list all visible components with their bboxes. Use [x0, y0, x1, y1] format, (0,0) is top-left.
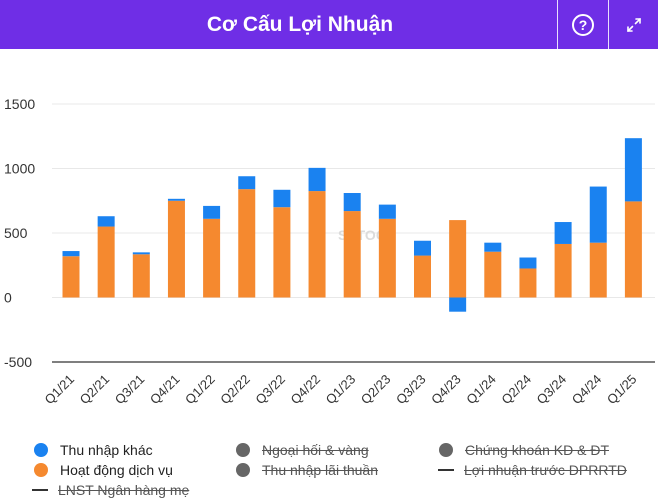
- x-tick-label: Q4/22: [288, 372, 324, 408]
- legend-label: Ngoại hối & vàng: [262, 442, 369, 458]
- x-tick-label: Q2/21: [77, 372, 113, 408]
- x-tick-label: Q1/24: [463, 372, 499, 408]
- bar-thu-nhap-khac: [62, 251, 80, 257]
- legend-line-icon: [32, 489, 48, 491]
- x-tick-label: Q3/24: [534, 372, 570, 408]
- bar-thu-nhap-khac: [132, 252, 150, 255]
- bar-hoat-dong-dich-vu: [203, 218, 221, 298]
- bar-hoat-dong-dich-vu: [343, 211, 361, 298]
- legend-line-icon: [438, 469, 454, 471]
- bar-thu-nhap-khac: [554, 222, 572, 244]
- bar-hoat-dong-dich-vu: [62, 256, 80, 298]
- bar-thu-nhap-khac: [308, 167, 326, 192]
- bar-thu-nhap-khac: [378, 204, 396, 219]
- bar-thu-nhap-khac: [484, 242, 502, 252]
- bar-thu-nhap-khac: [203, 205, 221, 219]
- legend-item-loi-nhuan-truoc-dprrtd[interactable]: Lợi nhuận trước DPRRTD: [438, 461, 627, 479]
- bar-hoat-dong-dich-vu: [132, 254, 150, 298]
- y-tick-label: 0: [4, 290, 12, 306]
- bar-hoat-dong-dich-vu: [484, 251, 502, 298]
- x-tick-label: Q3/22: [252, 372, 288, 408]
- legend-item-hoat-dong-dich-vu[interactable]: Hoạt động dịch vụ: [34, 461, 173, 479]
- x-tick-label: Q2/22: [217, 372, 253, 408]
- legend-label: Thu nhập khác: [60, 442, 153, 458]
- y-tick-label: -500: [4, 354, 32, 370]
- bar-hoat-dong-dich-vu: [449, 220, 467, 298]
- y-tick-label: 1000: [4, 161, 35, 177]
- bar-hoat-dong-dich-vu: [378, 218, 396, 298]
- help-button[interactable]: ?: [557, 0, 608, 49]
- x-tick-label: Q4/23: [428, 372, 464, 408]
- bar-hoat-dong-dich-vu: [554, 243, 572, 298]
- bar-thu-nhap-khac: [519, 257, 537, 269]
- x-tick-label: Q1/25: [604, 372, 640, 408]
- x-tick-label: Q1/23: [323, 372, 359, 408]
- bar-hoat-dong-dich-vu: [167, 200, 185, 298]
- bar-thu-nhap-khac: [414, 240, 431, 256]
- legend-label: Lợi nhuận trước DPRRTD: [464, 462, 627, 478]
- chart-header: Cơ Cấu Lợi Nhuận ?: [0, 0, 658, 49]
- x-tick-label: Q3/23: [393, 372, 429, 408]
- bar-thu-nhap-khac: [167, 198, 185, 201]
- bar-thu-nhap-khac: [273, 189, 291, 208]
- bar-hoat-dong-dich-vu: [519, 268, 537, 298]
- legend-dot-icon: [439, 443, 453, 457]
- bar-hoat-dong-dich-vu: [238, 189, 256, 298]
- legend-dot-icon: [34, 463, 48, 477]
- bar-thu-nhap-khac: [343, 193, 361, 212]
- expand-button[interactable]: [608, 0, 658, 49]
- bar-thu-nhap-khac: [449, 297, 467, 312]
- legend-item-chung-khoan[interactable]: Chứng khoán KD & ĐT: [439, 441, 609, 459]
- legend-dot-icon: [34, 443, 48, 457]
- x-tick-label: Q2/24: [498, 372, 534, 408]
- legend-label: LNST Ngân hàng mẹ: [58, 482, 190, 498]
- legend-label: Chứng khoán KD & ĐT: [465, 442, 609, 458]
- bar-hoat-dong-dich-vu: [624, 201, 642, 298]
- x-tick-label: Q2/23: [358, 372, 394, 408]
- bar-thu-nhap-khac: [589, 186, 607, 243]
- question-circle-icon: ?: [572, 13, 594, 36]
- bar-hoat-dong-dich-vu: [308, 191, 326, 298]
- x-tick-label: Q4/24: [569, 372, 605, 408]
- x-tick-label: Q1/21: [41, 372, 77, 408]
- legend-item-thu-nhap-khac[interactable]: Thu nhập khác: [34, 441, 153, 459]
- bar-thu-nhap-khac: [97, 216, 115, 227]
- legend-item-thu-nhap-lai-thuan[interactable]: Thu nhập lãi thuần: [236, 461, 378, 479]
- legend-dot-icon: [236, 463, 250, 477]
- bar-thu-nhap-khac: [238, 176, 256, 190]
- bar-thu-nhap-khac: [624, 138, 642, 202]
- expand-arrows-icon: [627, 17, 641, 32]
- bar-hoat-dong-dich-vu: [414, 255, 431, 298]
- bar-hoat-dong-dich-vu: [97, 226, 115, 298]
- bar-hoat-dong-dich-vu: [589, 242, 607, 298]
- y-tick-label: 1500: [4, 96, 35, 112]
- legend-item-lnst-ngan-hang-me[interactable]: LNST Ngân hàng mẹ: [32, 481, 189, 499]
- bar-hoat-dong-dich-vu: [273, 207, 291, 298]
- legend-label: Thu nhập lãi thuần: [262, 462, 378, 478]
- legend-label: Hoạt động dịch vụ: [60, 462, 173, 478]
- legend-item-ngoai-hoi-vang[interactable]: Ngoại hối & vàng: [236, 441, 369, 459]
- y-tick-label: 500: [4, 225, 28, 241]
- legend-dot-icon: [236, 443, 250, 457]
- x-tick-label: Q3/21: [112, 372, 148, 408]
- x-tick-label: Q4/21: [147, 372, 183, 408]
- chart-legend: Thu nhập khác Ngoại hối & vàng Chứng kho…: [0, 438, 658, 499]
- chart-title: Cơ Cấu Lợi Nhuận: [206, 13, 394, 36]
- x-tick-label: Q1/22: [182, 372, 218, 408]
